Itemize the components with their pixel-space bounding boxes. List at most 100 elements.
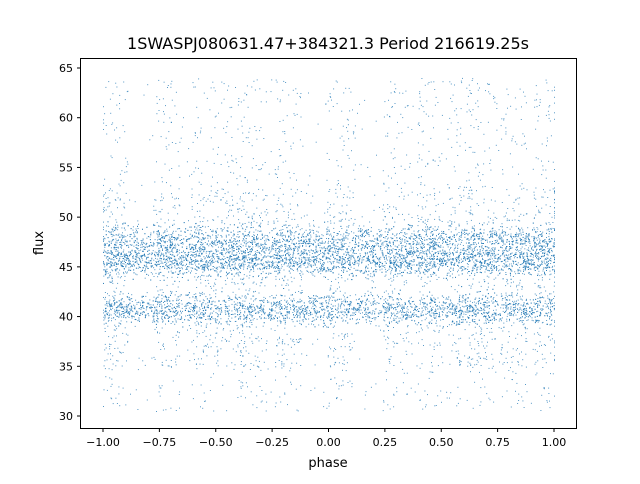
data-point xyxy=(408,228,410,230)
data-point xyxy=(103,244,105,246)
data-point xyxy=(209,253,210,255)
data-point xyxy=(533,268,535,270)
data-point xyxy=(258,242,259,244)
data-point xyxy=(340,317,342,319)
data-point xyxy=(189,297,191,299)
data-point xyxy=(423,261,425,263)
data-point xyxy=(115,254,117,256)
data-point xyxy=(312,264,314,266)
data-point xyxy=(367,260,369,262)
data-point xyxy=(268,249,270,251)
data-point xyxy=(400,267,401,269)
data-point xyxy=(485,321,487,323)
data-point xyxy=(419,235,421,237)
data-point xyxy=(193,305,195,307)
data-point xyxy=(458,310,460,311)
data-point xyxy=(503,251,505,253)
data-point xyxy=(268,261,270,263)
data-point xyxy=(225,253,227,255)
data-point xyxy=(404,228,406,230)
data-point xyxy=(288,317,290,319)
data-point xyxy=(310,234,312,236)
data-point xyxy=(201,322,202,323)
data-point xyxy=(401,232,403,234)
data-point xyxy=(295,262,297,264)
data-point xyxy=(473,229,475,231)
data-point xyxy=(482,294,484,296)
data-point xyxy=(210,307,211,309)
data-point xyxy=(155,298,157,300)
data-point xyxy=(139,267,141,269)
data-point xyxy=(260,308,262,310)
data-point xyxy=(232,291,234,293)
data-point xyxy=(264,266,266,268)
data-point xyxy=(212,242,214,244)
data-point xyxy=(343,304,345,306)
data-point xyxy=(403,314,405,316)
data-point xyxy=(529,311,530,312)
data-point xyxy=(301,260,303,262)
data-point xyxy=(472,302,473,304)
data-point xyxy=(388,249,390,250)
data-point xyxy=(271,245,273,247)
data-point xyxy=(372,302,374,304)
data-point xyxy=(242,305,244,307)
data-point xyxy=(239,252,240,254)
data-point xyxy=(347,252,349,254)
data-point xyxy=(339,315,341,317)
data-point xyxy=(221,245,223,247)
data-point xyxy=(182,268,183,270)
data-point xyxy=(399,298,401,300)
data-point xyxy=(109,252,111,254)
data-point xyxy=(306,310,308,311)
data-point xyxy=(225,234,227,236)
data-point xyxy=(112,295,114,297)
data-point xyxy=(353,232,355,234)
data-point xyxy=(410,296,412,298)
data-point xyxy=(377,312,379,314)
data-point xyxy=(314,241,316,243)
data-point xyxy=(381,234,383,236)
data-point xyxy=(412,261,414,263)
data-point xyxy=(524,248,526,250)
data-point xyxy=(289,231,291,233)
data-point xyxy=(529,245,531,247)
data-point xyxy=(121,316,123,318)
data-point xyxy=(512,241,514,243)
data-point xyxy=(304,241,306,243)
data-point xyxy=(322,268,324,270)
data-point xyxy=(343,238,345,240)
data-point xyxy=(381,296,383,298)
data-point xyxy=(206,235,208,237)
data-point xyxy=(430,263,432,265)
data-point xyxy=(542,253,544,254)
data-point xyxy=(271,295,273,296)
data-point xyxy=(107,272,109,274)
data-point xyxy=(217,307,219,309)
data-point xyxy=(128,317,130,318)
data-point xyxy=(181,263,182,265)
data-point xyxy=(407,266,408,268)
data-point xyxy=(130,233,132,235)
data-point xyxy=(267,260,269,262)
data-point xyxy=(145,315,146,317)
data-point xyxy=(311,253,313,254)
data-point xyxy=(156,265,158,267)
data-point xyxy=(368,260,370,262)
data-point xyxy=(422,239,423,240)
data-point xyxy=(526,254,528,256)
data-point xyxy=(454,244,456,246)
data-point xyxy=(548,267,550,268)
data-point xyxy=(243,304,245,306)
data-point xyxy=(131,249,133,251)
data-point xyxy=(302,319,304,321)
data-point xyxy=(464,236,466,238)
data-point xyxy=(534,312,535,314)
data-point xyxy=(161,313,163,315)
data-point xyxy=(264,312,266,314)
data-point xyxy=(515,238,517,240)
data-point xyxy=(143,301,145,303)
data-point xyxy=(438,311,440,313)
data-point xyxy=(122,263,124,264)
data-point xyxy=(528,259,530,261)
